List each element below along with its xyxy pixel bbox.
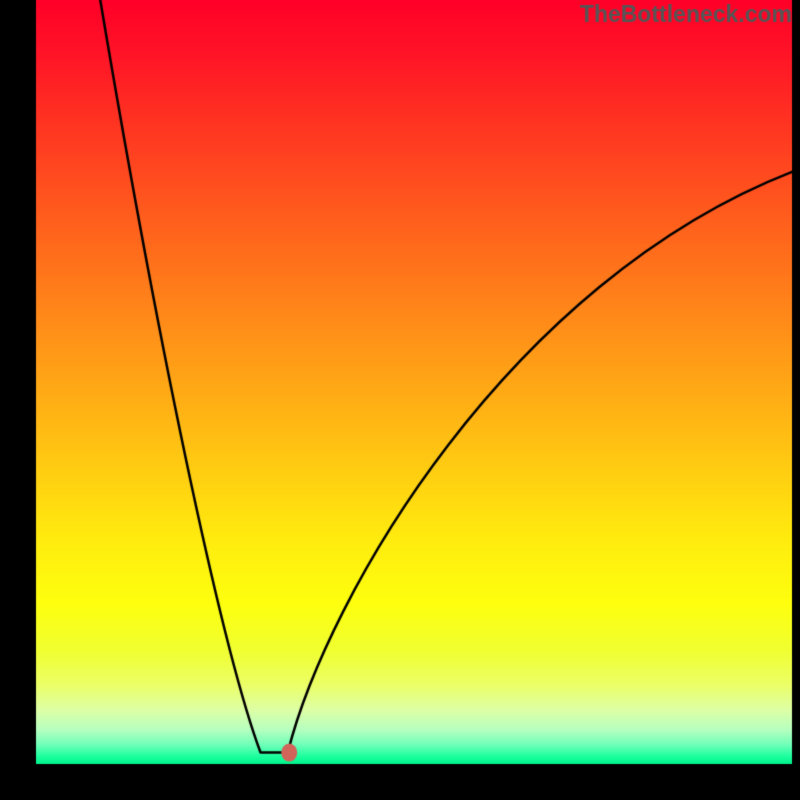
bottleneck-chart — [0, 0, 800, 800]
